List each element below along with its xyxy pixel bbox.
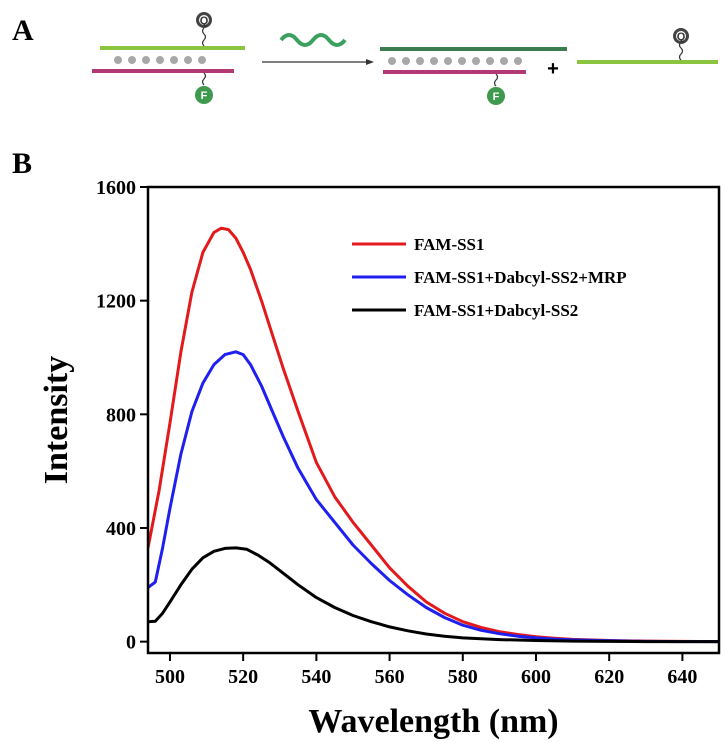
x-tick-label: 600 [521,666,551,688]
fluorophore-badge-text: F [201,90,208,102]
duplex-after: F [380,47,567,105]
x-tick-label: 520 [228,666,258,688]
legend-label-1: FAM-SS1 [414,235,485,254]
y-axis-label: Intensity [38,356,75,484]
y-tick-label: 1200 [96,291,136,313]
plot-frame [146,185,721,655]
x-axis-ticks: 500 520 540 560 580 600 620 640 [155,653,697,688]
bead [416,57,424,65]
panel-b-label: B [12,147,32,180]
x-tick-label: 500 [155,666,185,688]
fluorophore-icon-after [487,87,505,105]
bead [114,56,122,64]
target-strand-wave-icon [279,33,347,47]
arrow-head-icon [366,59,374,65]
x-tick-label: 640 [667,666,697,688]
quencher-badge-text-released: Q [677,31,686,43]
y-axis-ticks: 0 400 800 1200 1600 [96,177,148,654]
bead [142,56,150,64]
bead [444,57,452,65]
x-axis-label: Wavelength (nm) [308,703,558,740]
fluorophore-linker [201,72,207,86]
fluorophore-linker-after [493,73,499,87]
panel-a-label: A [12,14,34,47]
bead [128,56,136,64]
bead [458,57,466,65]
series-line-2 [148,350,719,644]
series-line-3 [148,546,719,644]
x-tick-label: 560 [375,666,405,688]
fluorophore-badge-text-after: F [493,91,500,103]
quencher-badge-text: Q [200,15,209,27]
quencher-linker [201,27,207,47]
plus-sign: + [547,58,559,80]
panel-a-schematic: A Q F [12,12,718,105]
bead [472,57,480,65]
duplex-before: Q F [92,12,245,104]
series-layer [148,226,719,644]
y-tick-label: 400 [106,518,136,540]
released-ss2: Q [577,28,718,64]
bead [430,57,438,65]
bead [500,57,508,65]
y-tick-label: 1600 [96,177,136,199]
spectrum-chart: 500 520 540 560 580 600 620 640 0 400 800 1200 1600… [38,177,721,740]
y-tick-label: 0 [126,632,136,654]
base-pair-beads-before [114,56,206,64]
bead [170,56,178,64]
bead [156,56,164,64]
bead [514,57,522,65]
quencher-linker-released [678,41,684,61]
legend-label-3: FAM-SS1+Dabcyl-SS2 [414,301,578,320]
x-tick-label: 580 [448,666,478,688]
series-line-1 [148,226,719,644]
base-pair-beads-after [388,57,522,65]
legend: FAM-SS1 FAM-SS1+Dabcyl-SS2+MRP FAM-SS1+Dab… [352,235,627,320]
bead [486,57,494,65]
bead [184,56,192,64]
legend-label-2: FAM-SS1+Dabcyl-SS2+MRP [414,268,627,287]
bead [402,57,410,65]
bead [388,57,396,65]
x-tick-label: 540 [301,666,331,688]
x-tick-label: 620 [594,666,624,688]
bead [198,56,206,64]
fluorophore-icon [195,86,213,104]
y-tick-label: 800 [106,404,136,426]
